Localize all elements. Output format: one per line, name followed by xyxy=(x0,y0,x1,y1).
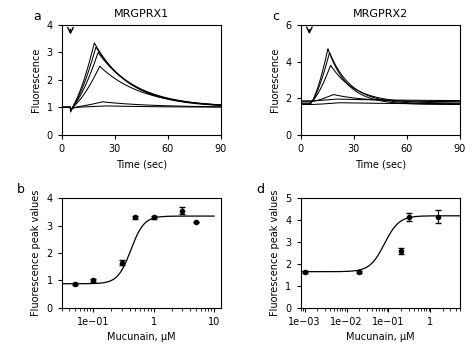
Y-axis label: Fluorescence: Fluorescence xyxy=(31,48,41,112)
Y-axis label: Fluorescence peak values: Fluorescence peak values xyxy=(270,190,280,316)
Title: MRGPRX2: MRGPRX2 xyxy=(353,9,408,19)
Text: c: c xyxy=(272,10,279,23)
Text: b: b xyxy=(17,183,25,196)
Text: a: a xyxy=(33,10,41,23)
Y-axis label: Fluorescence peak values: Fluorescence peak values xyxy=(31,190,41,316)
X-axis label: Time (sec): Time (sec) xyxy=(355,159,406,169)
Y-axis label: Fluorescence: Fluorescence xyxy=(270,48,280,112)
X-axis label: Time (sec): Time (sec) xyxy=(116,159,167,169)
X-axis label: Mucunain, μM: Mucunain, μM xyxy=(107,333,175,343)
X-axis label: Mucunain, μM: Mucunain, μM xyxy=(346,333,414,343)
Text: d: d xyxy=(256,183,264,196)
Title: MRGPRX1: MRGPRX1 xyxy=(114,9,169,19)
